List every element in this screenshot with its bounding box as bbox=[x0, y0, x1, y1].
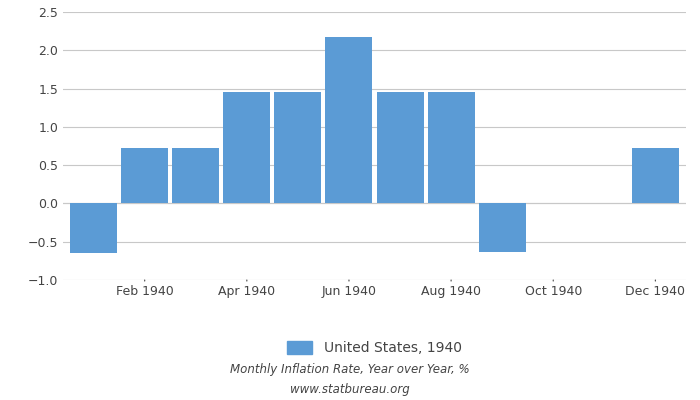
Bar bbox=[70, 204, 117, 253]
Bar bbox=[172, 148, 219, 204]
Bar bbox=[479, 204, 526, 252]
Legend: United States, 1940: United States, 1940 bbox=[282, 335, 467, 361]
Bar bbox=[632, 148, 679, 204]
Bar bbox=[274, 92, 321, 204]
Text: Monthly Inflation Rate, Year over Year, %: Monthly Inflation Rate, Year over Year, … bbox=[230, 364, 470, 376]
Bar bbox=[223, 92, 270, 204]
Bar bbox=[377, 92, 424, 204]
Text: www.statbureau.org: www.statbureau.org bbox=[290, 384, 410, 396]
Bar bbox=[326, 37, 372, 204]
Bar bbox=[428, 92, 475, 204]
Bar bbox=[121, 148, 168, 204]
